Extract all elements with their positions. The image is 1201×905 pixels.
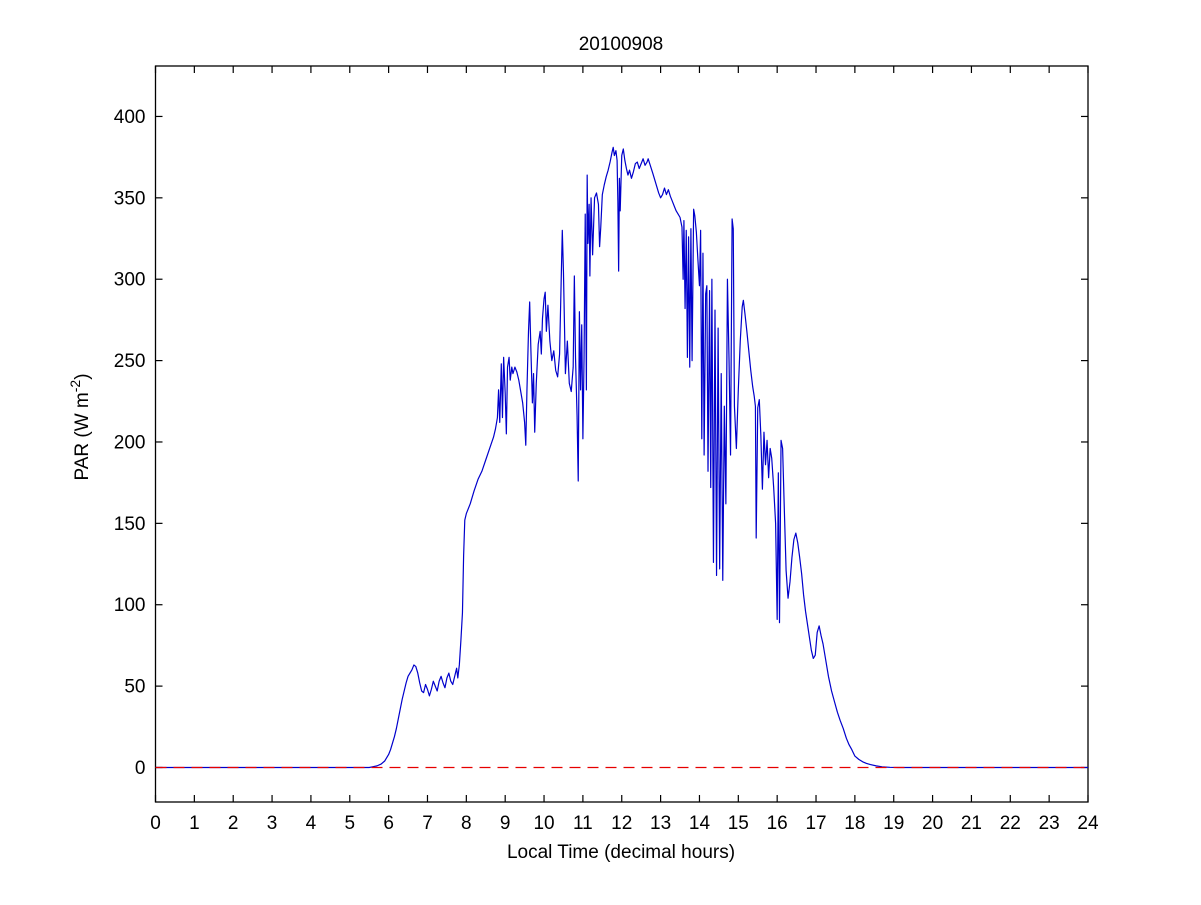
chart-title: 20100908 <box>579 34 664 55</box>
y-tick-label: 50 <box>124 677 145 698</box>
x-tick-label: 5 <box>344 813 355 834</box>
x-tick-label: 23 <box>1039 813 1060 834</box>
x-tick-label: 12 <box>611 813 632 834</box>
y-tick-label: 250 <box>114 351 146 372</box>
x-tick-label: 22 <box>1000 813 1021 834</box>
axis-ticks <box>154 66 1089 802</box>
x-tick-label: 16 <box>767 813 788 834</box>
x-axis-label: Local Time (decimal hours) <box>507 842 735 863</box>
x-tick-label: 18 <box>844 813 865 834</box>
y-tick-label: 150 <box>114 514 146 535</box>
x-tick-label: 6 <box>383 813 394 834</box>
x-tick-label: 17 <box>805 813 826 834</box>
par-data-line <box>155 146 1088 769</box>
x-tick-label: 8 <box>461 813 472 834</box>
x-tick-label: 21 <box>961 813 982 834</box>
y-tick-label: 400 <box>114 107 146 128</box>
y-tick-label: 350 <box>114 188 146 209</box>
x-tick-label: 13 <box>650 813 671 834</box>
x-tick-label: 19 <box>883 813 904 834</box>
data-series <box>155 146 1088 769</box>
x-tick-label: 24 <box>1077 813 1099 834</box>
x-tick-label: 15 <box>728 813 749 834</box>
x-tick-label: 2 <box>228 813 239 834</box>
y-tick-label: 100 <box>114 595 146 616</box>
axis-tick-labels: 0 1 2 3 4 5 6 7 8 9 10 11 12 13 14 15 16 17 18 19 20 21 22 23 24… <box>114 107 1099 834</box>
x-tick-label: 0 <box>150 813 161 834</box>
y-tick-label: 300 <box>114 270 146 291</box>
x-tick-label: 7 <box>422 813 433 834</box>
x-tick-label: 20 <box>922 813 943 834</box>
y-tick-label: 200 <box>114 432 146 453</box>
x-tick-label: 10 <box>533 813 554 834</box>
x-tick-label: 1 <box>189 813 200 834</box>
y-axis-label: PAR (W m-2) <box>67 373 93 480</box>
x-tick-label: 4 <box>306 813 317 834</box>
x-tick-label: 14 <box>689 813 711 834</box>
x-tick-label: 9 <box>500 813 511 834</box>
y-tick-label: 0 <box>135 758 146 779</box>
x-tick-label: 3 <box>267 813 278 834</box>
x-tick-label: 11 <box>573 813 593 834</box>
